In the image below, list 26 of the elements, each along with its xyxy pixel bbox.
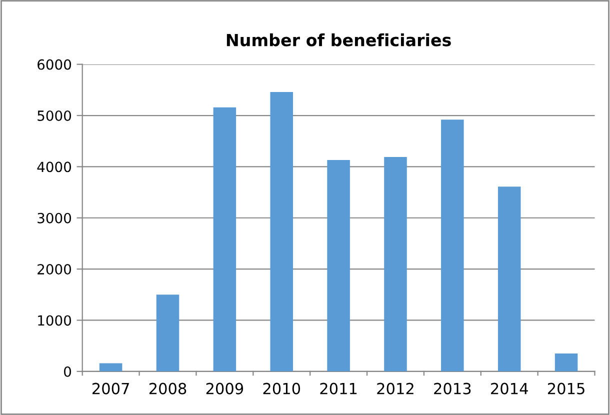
bar bbox=[554, 354, 578, 372]
chart-title: Number of beneficiaries bbox=[226, 33, 451, 46]
y-tick-label: 2000 bbox=[38, 264, 72, 275]
x-tick-label: 2009 bbox=[206, 382, 244, 394]
y-tick-label: 5000 bbox=[38, 110, 72, 121]
bar bbox=[99, 363, 122, 372]
x-tick-label: 2010 bbox=[263, 382, 300, 394]
x-tick-label: 2012 bbox=[377, 382, 414, 394]
bar bbox=[156, 294, 180, 372]
x-tick-label: 2015 bbox=[548, 382, 584, 394]
y-tick-label: 3000 bbox=[38, 212, 72, 224]
y-tick-label: 6000 bbox=[38, 59, 72, 70]
x-tick-label: 2007 bbox=[92, 382, 129, 394]
bar bbox=[384, 156, 407, 372]
bar bbox=[441, 120, 464, 372]
y-tick-label: 1000 bbox=[38, 315, 72, 326]
bar bbox=[270, 92, 294, 372]
bar bbox=[498, 186, 521, 372]
y-tick-label: 0 bbox=[64, 366, 72, 377]
x-tick-label: 2014 bbox=[491, 382, 528, 394]
x-tick-label: 2011 bbox=[320, 382, 357, 394]
x-tick-label: 2013 bbox=[434, 382, 471, 394]
x-tick-label: 2008 bbox=[149, 382, 186, 394]
bar bbox=[213, 107, 236, 372]
bar bbox=[327, 160, 350, 372]
y-tick-label: 4000 bbox=[37, 162, 72, 172]
